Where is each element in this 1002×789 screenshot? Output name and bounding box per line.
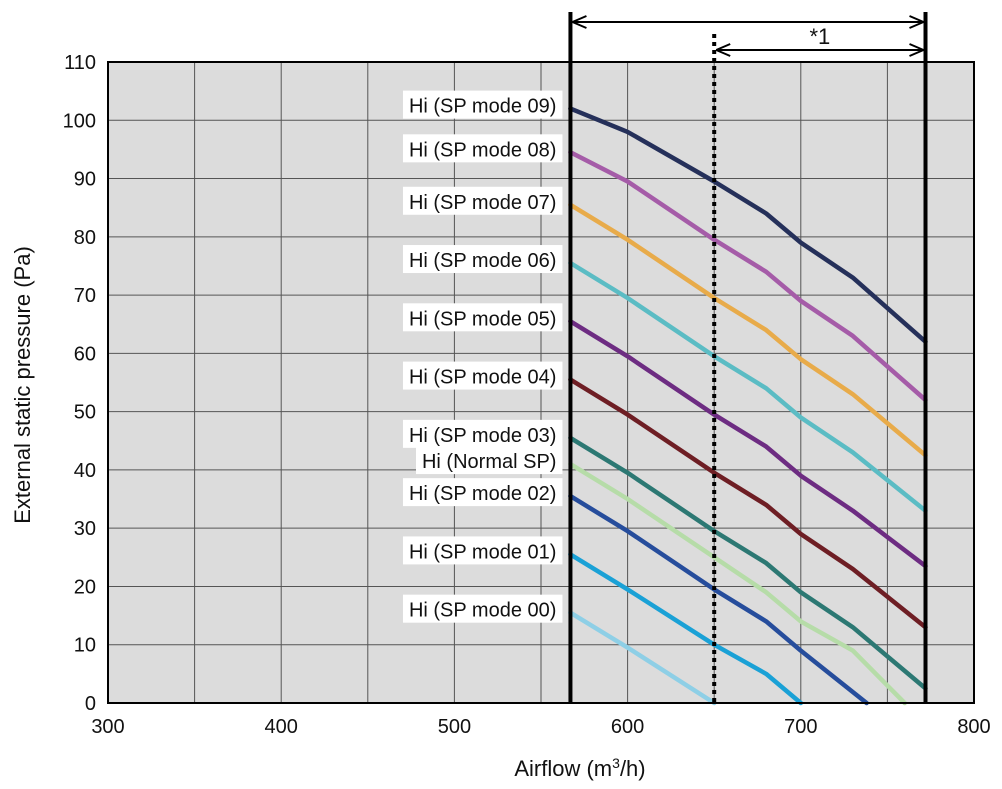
x-axis-title: Airflow (m3/h) [514, 755, 645, 781]
sub-range-arrow-right-head [909, 43, 924, 57]
series-line-6 [568, 435, 928, 691]
range-lines [568, 12, 928, 703]
y-tick-label: 70 [74, 285, 96, 307]
x-tick-label: 300 [91, 716, 124, 738]
series-label-box [415, 446, 563, 475]
x-tick-label: 500 [438, 716, 471, 738]
series-label-box [402, 245, 563, 274]
range-annotation: *1 [572, 15, 924, 57]
series-line-0 [568, 106, 928, 344]
series-label-box [402, 478, 563, 507]
series-label-box [402, 361, 563, 390]
series-label-box [402, 134, 563, 163]
series-label: Hi (SP mode 07) [409, 192, 556, 214]
y-tick-label: 80 [74, 227, 96, 249]
series-line-8 [568, 493, 869, 706]
series-line-10 [568, 610, 717, 706]
plot-border [107, 61, 975, 704]
y-tick-label: 20 [74, 576, 96, 598]
series-line-2 [568, 202, 928, 458]
series-label-box [402, 186, 563, 215]
series-line-4 [568, 319, 928, 569]
series-line-3 [568, 260, 928, 513]
x-tick-label: 800 [957, 716, 990, 738]
series-label: Hi (SP mode 06) [409, 250, 556, 272]
x-tick-label: 400 [265, 716, 298, 738]
x-tick-label: 700 [784, 716, 817, 738]
series-line-1 [568, 150, 928, 403]
y-tick-label: 40 [74, 460, 96, 482]
sub-range-arrow-left-head [715, 43, 731, 57]
y-tick-label: 90 [74, 169, 96, 191]
series-label: Hi (SP mode 00) [409, 600, 556, 622]
y-tick-label: 10 [74, 635, 96, 657]
y-tick-label: 0 [85, 693, 96, 715]
series-label-box [402, 90, 563, 119]
annotation-label: *1 [809, 24, 830, 49]
series-label: Hi (SP mode 09) [409, 96, 556, 118]
range-arrow-left-head [572, 15, 587, 29]
range-arrow-right-head [909, 15, 924, 29]
series-label: Hi (SP mode 02) [409, 483, 556, 505]
series-label-box [402, 303, 563, 332]
series-label: Hi (Normal SP) [422, 451, 556, 473]
axes: 0 10 20 30 40 50 60 70 80 90 100 110 300 400 500 600 700… [63, 52, 991, 738]
grid [108, 62, 974, 703]
y-axis-title: External static pressure (Pa) [10, 246, 35, 524]
series-label-box [402, 536, 563, 565]
series-label: Hi (SP mode 01) [409, 541, 556, 563]
y-tick-label: 30 [74, 518, 96, 540]
series-lines [568, 106, 928, 706]
series-line-7 [568, 461, 907, 706]
series-label: Hi (SP mode 05) [409, 308, 556, 330]
series-label-box [402, 594, 563, 623]
y-tick-label: 50 [74, 402, 96, 424]
series-labels: Hi (SP mode 09) Hi (SP mode 08) Hi (SP mod… [402, 90, 563, 623]
series-label-box [402, 419, 563, 448]
series-label: Hi (SP mode 04) [409, 367, 556, 389]
y-tick-label: 110 [64, 52, 96, 74]
x-tick-label: 600 [611, 716, 644, 738]
series-line-5 [568, 377, 928, 630]
y-tick-label: 100 [63, 110, 96, 132]
y-tick-label: 60 [74, 343, 96, 365]
series-label: Hi (SP mode 03) [409, 425, 556, 447]
series-label: Hi (SP mode 08) [409, 139, 556, 161]
